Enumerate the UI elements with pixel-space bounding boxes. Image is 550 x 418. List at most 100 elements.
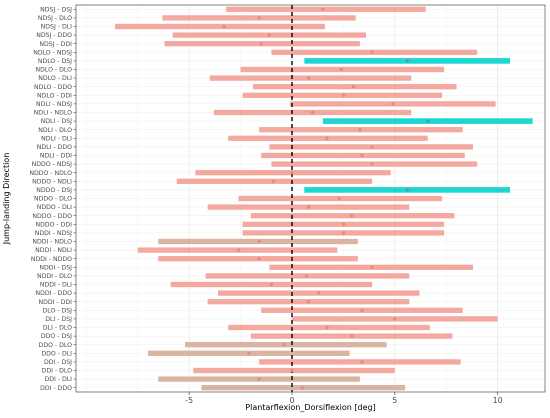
y-tick-label: NDSJ - DSJ <box>40 6 72 13</box>
mean-point <box>306 205 311 209</box>
y-tick-label: NDLO - DDI <box>37 92 72 99</box>
y-tick-label: DDI - DDO <box>40 385 72 392</box>
ci-bar <box>209 75 412 81</box>
y-tick-label: NDDI - NDSJ <box>35 230 72 237</box>
mean-point <box>269 282 274 287</box>
y-tick-label: NDLO - DLI <box>38 75 72 82</box>
mean-point <box>247 351 251 355</box>
mean-point <box>360 153 364 158</box>
ci-bar <box>259 359 461 365</box>
mean-point <box>257 239 261 244</box>
y-tick-label: DDO - DSJ <box>41 333 72 340</box>
mean-point <box>222 24 226 29</box>
y-tick-label: NDSJ - DDI <box>39 41 72 48</box>
mean-point <box>236 248 241 252</box>
y-tick-label: NDLI - NDSJ <box>36 101 72 108</box>
mean-point <box>317 291 321 295</box>
ci-bar <box>271 161 478 167</box>
mean-point <box>360 308 364 312</box>
x-tick-label: -5 <box>185 396 193 405</box>
y-tick-label: DDI - DSJ <box>44 359 72 366</box>
y-tick-label: NDDI - DDI <box>38 299 72 306</box>
y-axis-title: Jump-landing Direction <box>2 153 11 246</box>
y-tick-label: DDI - DLI <box>44 376 72 383</box>
y-tick-label: DDO - DLI <box>41 350 72 357</box>
y-tick-label: NDDO - DSJ <box>36 187 72 194</box>
mean-point <box>351 85 356 89</box>
y-tick-label: NDDO - DDO <box>32 213 72 220</box>
mean-point <box>300 386 304 390</box>
mean-point <box>349 334 354 338</box>
y-tick-label: NDLI - DLI <box>41 135 72 142</box>
y-tick-label: NDDO - DLO <box>34 196 72 203</box>
mean-point <box>393 317 397 321</box>
y-tick-label: NDDI - NDDO <box>31 256 72 263</box>
mean-point <box>341 93 346 98</box>
y-tick-label: NDLO - DLO <box>35 67 72 74</box>
mean-point <box>426 119 430 123</box>
mean-point <box>349 214 354 218</box>
mean-point <box>358 128 362 132</box>
x-tick-label: 5 <box>392 396 397 405</box>
mean-point <box>306 76 311 80</box>
y-tick-label: NDLO - DDO <box>34 84 72 91</box>
y-tick-label: NDLI - DLO <box>38 127 72 134</box>
y-tick-label: NDDO - DLI <box>37 204 72 211</box>
y-tick-label: NDLO - NDSJ <box>33 49 72 56</box>
mean-point <box>310 110 315 115</box>
y-tick-label: NDDO - NDSJ <box>32 161 73 168</box>
mean-point <box>341 222 346 226</box>
y-tick-label: NDDI - NDLO <box>32 239 72 246</box>
y-tick-label: NDDI - DDO <box>35 290 72 297</box>
y-tick-label: NDDO - NDLI <box>32 178 72 185</box>
x-axis-title: Plantarflexion_Dorsiflexion [deg] <box>245 403 375 412</box>
mean-point <box>370 162 374 166</box>
ci-bar <box>226 6 426 12</box>
x-tick-label: 10 <box>493 396 503 405</box>
mean-point <box>267 33 272 37</box>
mean-point <box>325 136 329 140</box>
ci-bar <box>193 367 395 374</box>
mean-point <box>405 188 409 192</box>
mean-point <box>257 377 261 381</box>
mean-point <box>360 360 364 364</box>
y-tick-label: NDSJ - DLO <box>38 15 72 22</box>
mean-point <box>325 325 329 330</box>
y-tick-label: NDLI - DSJ <box>41 118 73 125</box>
y-tick-label: NDLO - DSJ <box>38 58 72 65</box>
y-tick-label: NDSJ - DDO <box>36 32 72 39</box>
y-tick-label: NDLI - DDI <box>40 153 72 160</box>
y-tick-label: DLO - DSJ <box>42 307 72 314</box>
mean-point <box>271 179 276 183</box>
y-tick-label: NDLI - DDO <box>37 144 72 151</box>
x-tick-label: 0 <box>289 396 294 405</box>
mean-point <box>370 50 374 54</box>
mean-point <box>282 343 286 347</box>
ci-bar <box>271 49 478 55</box>
y-tick-label: NDDI - DLI <box>40 282 72 289</box>
mean-point <box>304 274 309 278</box>
y-tick-label: DLI - DSJ <box>45 316 72 323</box>
mean-point <box>337 196 341 201</box>
y-tick-label: NDDI - DLO <box>37 273 72 280</box>
y-tick-label: DLI - DLO <box>43 325 72 332</box>
y-tick-label: NDDI - DSJ <box>39 264 72 271</box>
mean-point <box>290 368 294 373</box>
mean-point <box>306 300 311 304</box>
y-tick-label: DDO - DLO <box>39 342 73 349</box>
mean-point <box>257 16 261 20</box>
mean-point <box>370 265 374 269</box>
y-tick-label: NDDO - NDLO <box>29 170 72 177</box>
mean-point <box>257 257 261 261</box>
ci-bar <box>115 23 325 30</box>
x-tick-labels: -5 0 5 10 <box>185 392 503 405</box>
y-tick-label: NDLI - NDLO <box>34 110 72 117</box>
ci-bar <box>228 324 430 331</box>
mean-point <box>259 42 263 46</box>
mean-point <box>370 145 374 149</box>
ci-bar <box>185 342 387 348</box>
y-tick-label: NDSJ - DLI <box>41 24 73 31</box>
